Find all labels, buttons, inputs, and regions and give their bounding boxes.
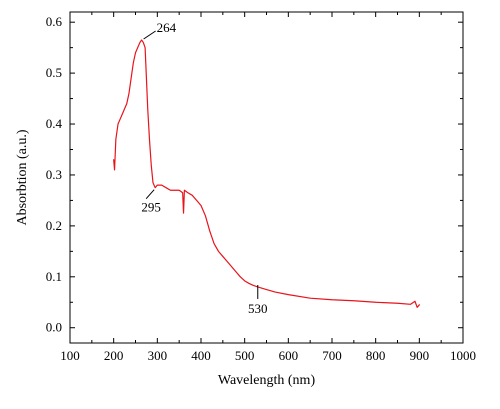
x-tick-label: 800 [366, 348, 386, 363]
x-tick-label: 500 [235, 348, 255, 363]
x-tick-label: 100 [60, 348, 80, 363]
annotations: 264 295 530 [141, 20, 267, 316]
annotation-label-295: 295 [141, 200, 161, 215]
x-tick-label: 200 [104, 348, 124, 363]
annotation-leader-264 [143, 30, 156, 40]
x-tick-label: 300 [148, 348, 168, 363]
y-tick-label: 0.1 [46, 269, 62, 284]
series-line-absorption [113, 39, 420, 308]
y-tick-label: 0.3 [46, 167, 62, 182]
x-tick-label: 400 [191, 348, 211, 363]
x-tick-label: 900 [410, 348, 430, 363]
annotation-leader-295 [145, 189, 155, 200]
y-tick-label: 0.0 [46, 320, 62, 335]
x-axis-title: Wavelength (nm) [218, 373, 316, 388]
y-tick-label: 0.5 [46, 65, 62, 80]
annotation-label-264: 264 [157, 20, 177, 35]
annotation-label-530: 530 [248, 301, 268, 316]
y-tick-label: 0.2 [46, 218, 62, 233]
y-tick-label: 0.6 [46, 14, 63, 29]
y-tick-label: 0.4 [46, 116, 63, 131]
y-axis-title: Absorbtion (a.u.) [15, 129, 30, 225]
x-tick-label: 700 [322, 348, 342, 363]
x-tick-label: 600 [279, 348, 299, 363]
x-tick-label: 1000 [450, 348, 476, 363]
axes: 100 200 300 400 500 600 700 800 900 1000 0.0 0.1 0.2… [46, 11, 476, 363]
plot-area [113, 39, 420, 308]
plot-frame [69, 11, 464, 344]
